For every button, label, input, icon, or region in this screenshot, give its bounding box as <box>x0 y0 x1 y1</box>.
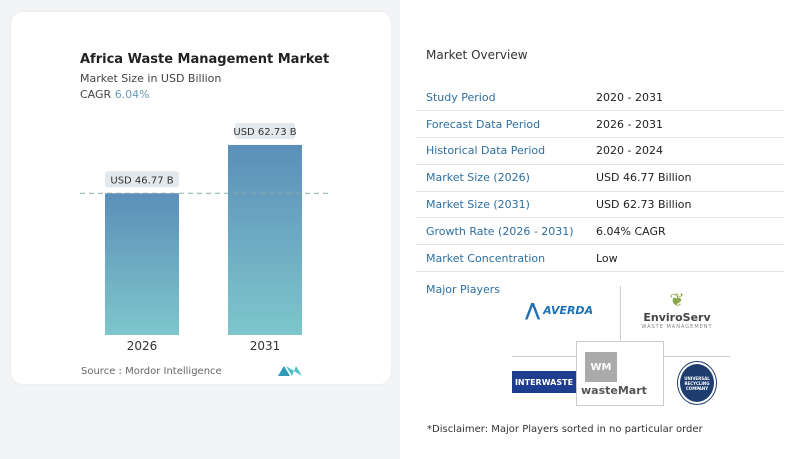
row-key: Market Concentration <box>416 244 586 273</box>
overview-row: Market Size (2031) USD 62.73 Billion <box>416 191 784 219</box>
major-players-title: Major Players <box>426 283 500 296</box>
interwaste-logo: INTERWASTE <box>512 371 576 393</box>
enviroserv-logo: ❦ EnviroServ WASTE MANAGEMENT <box>641 290 713 330</box>
overview-table: Study Period 2020 - 2031 Forecast Data Per… <box>416 84 784 273</box>
row-value: 2020 - 2024 <box>586 137 784 165</box>
averda-logo: ⋀ AVERDA <box>525 300 594 321</box>
row-value: 2026 - 2031 <box>586 110 784 139</box>
cagr-value: 6.04% <box>114 88 150 101</box>
overview-row: Market Size (2026) USD 46.77 Billion <box>416 164 784 192</box>
row-key: Forecast Data Period <box>416 110 586 139</box>
chart-title: Africa Waste Management Market <box>80 52 330 67</box>
row-key: Market Size (2026) <box>416 164 586 192</box>
row-key: Growth Rate (2026 - 2031) <box>416 217 586 246</box>
row-key: Study Period <box>416 84 586 112</box>
row-value: 6.04% CAGR <box>586 217 784 246</box>
overview-row: Forecast Data Period 2026 - 2031 <box>416 110 784 139</box>
x-tick-label: 2026 <box>127 339 158 353</box>
cagr-label: CAGR <box>80 88 112 101</box>
disclaimer: *Disclaimer: Major Players sorted in no … <box>427 424 703 435</box>
data-label: USD 46.77 B <box>110 175 173 186</box>
data-label-bg <box>235 122 295 139</box>
universal-recycling-logo: UNIVERSAL RECYCLING COMPANY <box>678 362 716 404</box>
mordor-logo-icon <box>278 366 302 376</box>
x-tick-label: 2031 <box>250 339 281 353</box>
wastemart-logo: WM wasteMart <box>576 341 664 406</box>
overview-row: Study Period 2020 - 2031 <box>416 84 784 112</box>
row-value: USD 62.73 Billion <box>586 191 784 219</box>
bar-chart: USD 46.77 B 2026 USD 62.73 B 2031 <box>80 122 330 353</box>
row-value: 2020 - 2031 <box>586 84 784 112</box>
row-key: Market Size (2031) <box>416 191 586 219</box>
data-label-bg <box>105 171 179 188</box>
divider <box>620 286 621 356</box>
chart-card <box>11 12 391 384</box>
cagr: CAGR 6.04% <box>80 88 150 101</box>
data-label: USD 62.73 B <box>233 127 296 138</box>
row-value: Low <box>586 244 784 273</box>
bar-2026 <box>105 193 179 335</box>
row-value: USD 46.77 Billion <box>586 164 784 192</box>
bar-2031 <box>228 144 302 335</box>
row-key: Historical Data Period <box>416 137 586 165</box>
chart-subtitle: Market Size in USD Billion <box>80 72 222 85</box>
overview-row: Market Concentration Low <box>416 244 784 273</box>
overview-row: Historical Data Period 2020 - 2024 <box>416 137 784 165</box>
overview-row: Growth Rate (2026 - 2031) 6.04% CAGR <box>416 217 784 246</box>
source: Source : Mordor Intelligence <box>81 366 222 377</box>
overview-title: Market Overview <box>426 48 528 62</box>
